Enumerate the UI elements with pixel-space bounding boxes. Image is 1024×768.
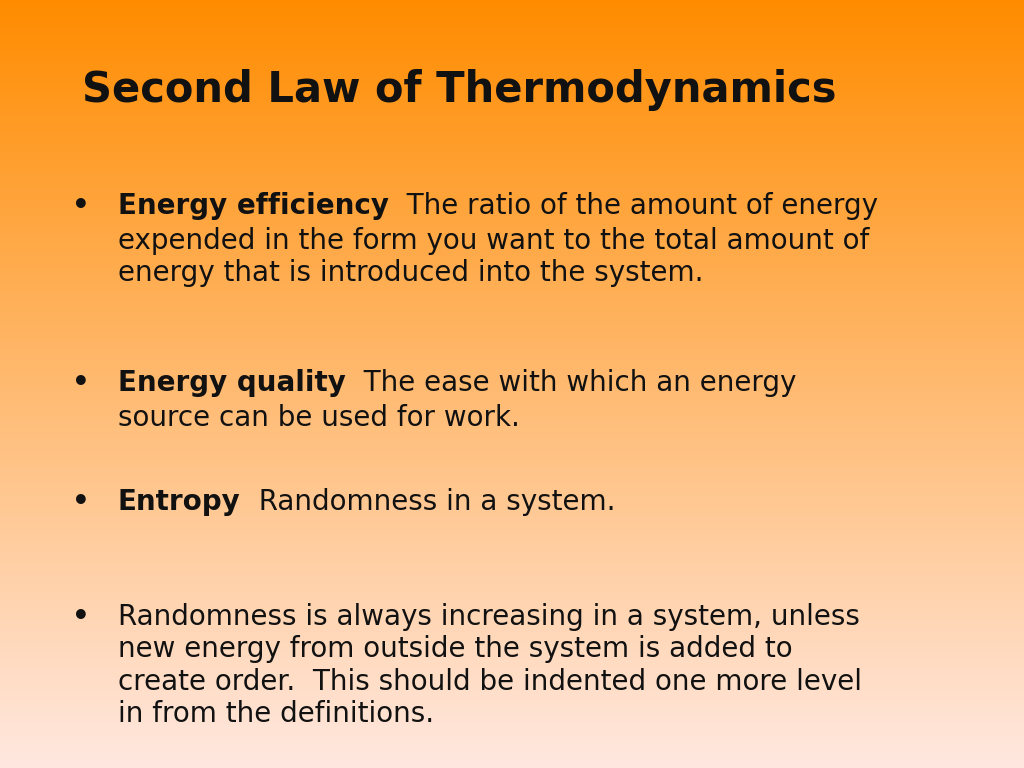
- Text: source can be used for work.: source can be used for work.: [118, 404, 519, 432]
- Text: •: •: [72, 603, 89, 631]
- Text: •: •: [72, 488, 89, 515]
- Text: The ratio of the amount of energy: The ratio of the amount of energy: [389, 192, 878, 220]
- Text: Energy efficiency: Energy efficiency: [118, 192, 389, 220]
- Text: Randomness in a system.: Randomness in a system.: [241, 488, 615, 515]
- Text: Entropy: Entropy: [118, 488, 241, 515]
- Text: Second Law of Thermodynamics: Second Law of Thermodynamics: [82, 69, 837, 111]
- Text: Randomness is always increasing in a system, unless
new energy from outside the : Randomness is always increasing in a sys…: [118, 603, 862, 728]
- Text: expended in the form you want to the total amount of
energy that is introduced i: expended in the form you want to the tot…: [118, 227, 869, 287]
- Text: •: •: [72, 369, 89, 396]
- Text: Energy quality: Energy quality: [118, 369, 346, 396]
- Text: •: •: [72, 192, 89, 220]
- Text: The ease with which an energy: The ease with which an energy: [346, 369, 796, 396]
